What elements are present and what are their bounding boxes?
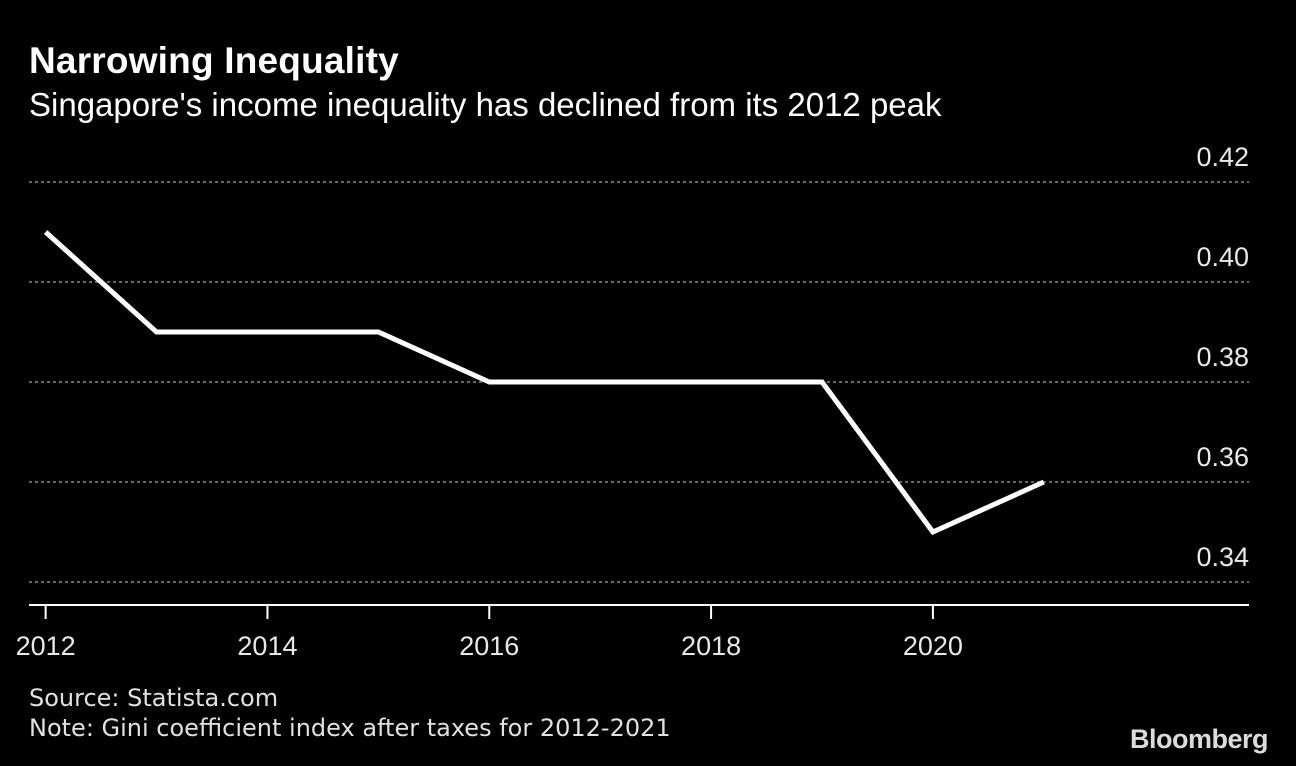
x-tick-label: 2012	[16, 631, 76, 661]
y-tick-label: 0.36	[1196, 442, 1249, 472]
footnote: Note: Gini coefficient index after taxes…	[29, 714, 671, 742]
chart-title: Narrowing Inequality	[29, 40, 399, 81]
series-group	[43, 230, 1045, 536]
x-tick-label: 2014	[237, 631, 297, 661]
y-tick-label: 0.42	[1196, 142, 1249, 172]
x-tick-label: 2016	[459, 631, 519, 661]
y-tick-label: 0.34	[1196, 542, 1249, 572]
source-note: Source: Statista.com	[29, 684, 279, 712]
x-axis-ticks	[44, 605, 934, 619]
gridlines	[29, 181, 1249, 583]
series-line	[43, 230, 1045, 536]
chart-subtitle: Singapore's income inequality has declin…	[29, 86, 942, 123]
x-axis-labels: 2012 2014 2016 2018 2020	[16, 631, 963, 661]
bloomberg-logo: Bloomberg	[1129, 724, 1269, 754]
y-tick-label: 0.40	[1196, 242, 1249, 272]
x-tick-label: 2020	[903, 631, 963, 661]
y-tick-label: 0.38	[1196, 342, 1249, 372]
x-tick-label: 2018	[681, 631, 741, 661]
y-axis-labels: 0.34 0.36 0.38 0.40 0.42	[1196, 142, 1249, 572]
